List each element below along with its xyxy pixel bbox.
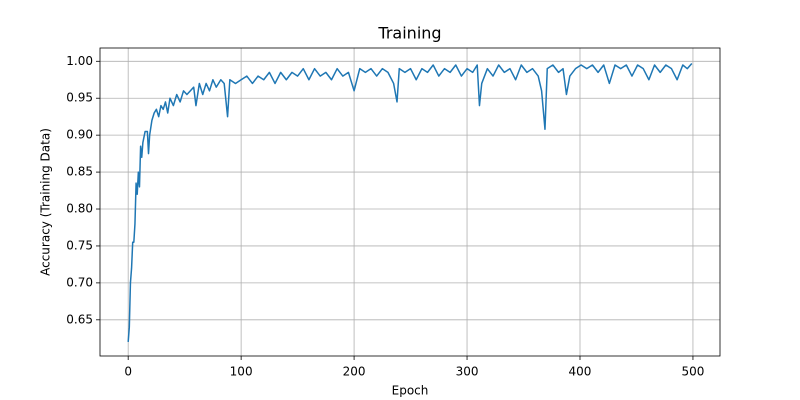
x-tick-label: 0	[124, 365, 132, 379]
y-tick-label: 0.80	[66, 202, 93, 216]
x-tick-label: 300	[456, 365, 479, 379]
y-tick-label: 0.85	[66, 165, 93, 179]
x-tick-label: 200	[343, 365, 366, 379]
x-tick-label: 100	[230, 365, 253, 379]
chart-title: Training	[377, 24, 441, 43]
y-tick-label: 0.90	[66, 128, 93, 142]
line-series	[127, 63, 693, 343]
plot-frame	[99, 47, 721, 357]
y-tick-label: 0.75	[66, 238, 93, 252]
y-axis-label: Accuracy (Training Data)	[39, 128, 53, 276]
y-tick-label: 1.00	[66, 54, 93, 68]
y-tick-label: 0.95	[66, 91, 93, 105]
y-tick-label: 0.65	[66, 312, 93, 326]
x-tick-label: 500	[681, 365, 704, 379]
y-tick-label: 0.70	[66, 275, 93, 289]
x-tick-label: 400	[569, 365, 592, 379]
x-axis-label: Epoch	[392, 384, 429, 398]
